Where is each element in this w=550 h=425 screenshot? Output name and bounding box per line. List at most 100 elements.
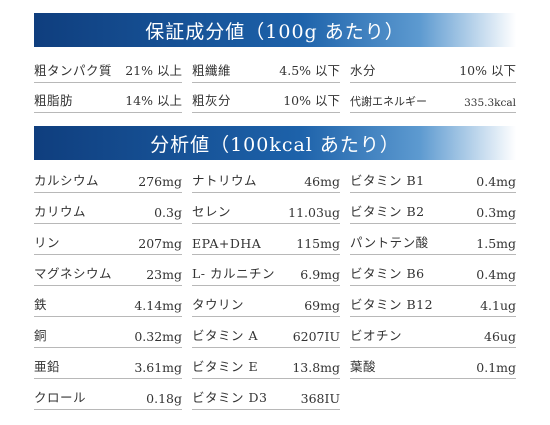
analysis-values-title: 分析値（100kcal あたり） — [150, 133, 400, 156]
nutrient-cell: 葉酸 0.1mg — [350, 354, 516, 379]
nutrient-value: 14% 以上 — [125, 93, 182, 108]
nutrient-cell: 粗脂肪 14% 以上 — [34, 87, 182, 113]
nutrient-label: リン — [34, 235, 61, 250]
nutrient-value: 23mg — [146, 267, 182, 282]
table-row: 鉄 4.14mg タウリン 69mg ビタミン B12 4.1ug — [34, 292, 516, 317]
table-row: 粗タンパク質 21% 以上 粗纖維 4.5% 以下 水分 10% 以下 — [34, 57, 516, 83]
nutrient-label: ビタミン B1 — [350, 173, 425, 188]
nutrient-value: 3.61mg — [134, 360, 182, 375]
nutrient-cell: セレン 11.03ug — [192, 199, 340, 224]
table-row: カリウム 0.3g セレン 11.03ug ビタミン B2 0.3mg — [34, 199, 516, 224]
nutrient-label: ビタミン B2 — [350, 204, 425, 219]
nutrient-cell: カリウム 0.3g — [34, 199, 182, 224]
nutrient-cell: L- カルニチン 6.9mg — [192, 261, 340, 286]
nutrient-value: 0.32mg — [134, 329, 182, 344]
nutrient-value: 335.3kcal — [464, 97, 516, 109]
nutrient-value: 0.18g — [146, 391, 182, 406]
nutrient-value: 69mg — [304, 298, 340, 313]
nutrient-cell: 粗纖維 4.5% 以下 — [192, 57, 340, 83]
nutrient-value: 6207IU — [292, 329, 340, 344]
guaranteed-analysis-table: 粗タンパク質 21% 以上 粗纖維 4.5% 以下 水分 10% 以下 粗脂肪 … — [34, 57, 516, 117]
nutrient-label: 亜鉛 — [34, 359, 61, 374]
nutrient-label: マグネシウム — [34, 266, 113, 281]
nutrient-value: 0.3g — [154, 205, 182, 220]
nutrient-label: タウリン — [192, 297, 245, 312]
nutrient-cell: ビタミン B1 0.4mg — [350, 168, 516, 193]
nutrient-cell: パントテン酸 1.5mg — [350, 230, 516, 255]
nutrient-value: 13.8mg — [292, 360, 340, 375]
nutrient-label: 粗灰分 — [192, 93, 232, 108]
nutrient-label: EPA+DHA — [192, 236, 262, 251]
nutrient-value: 10% 以下 — [283, 93, 340, 108]
guaranteed-analysis-title: 保証成分値（100g あたり） — [145, 20, 405, 43]
analysis-values-table: カルシウム 276mg ナトリウム 46mg ビタミン B1 0.4mg カリウム 0.… — [34, 168, 516, 410]
nutrient-cell: ビタミン A 6207IU — [192, 323, 340, 348]
nutrient-label: 鉄 — [34, 297, 48, 312]
nutrient-cell: 粗灰分 10% 以下 — [192, 87, 340, 113]
nutrient-value: 10% 以下 — [459, 63, 516, 78]
nutrient-label: 粗タンパク質 — [34, 63, 113, 78]
nutrient-label: カリウム — [34, 204, 87, 219]
nutrient-label: ビタミン B12 — [350, 297, 434, 312]
nutrient-value: 207mg — [138, 236, 182, 251]
nutrient-cell: クロール 0.18g — [34, 385, 182, 410]
nutrient-value: 0.4mg — [476, 174, 516, 189]
table-row: 粗脂肪 14% 以上 粗灰分 10% 以下 代謝エネルギー 335.3kcal — [34, 87, 516, 113]
nutrient-cell: カルシウム 276mg — [34, 168, 182, 193]
nutrient-value: 4.14mg — [134, 298, 182, 313]
table-row: マグネシウム 23mg L- カルニチン 6.9mg ビタミン B6 0.4mg — [34, 261, 516, 286]
nutrient-value: 115mg — [296, 236, 340, 251]
nutrient-value: 0.3mg — [476, 205, 516, 220]
nutrient-cell: ビタミン B6 0.4mg — [350, 261, 516, 286]
nutrient-cell: ビタミン B2 0.3mg — [350, 199, 516, 224]
nutrient-label: ビタミン D3 — [192, 390, 268, 405]
nutrient-value: 276mg — [138, 174, 182, 189]
nutrient-label: カルシウム — [34, 173, 100, 188]
nutrient-label: ビオチン — [350, 328, 403, 343]
nutrient-cell: リン 207mg — [34, 230, 182, 255]
nutrient-label: 葉酸 — [350, 359, 377, 374]
table-row: リン 207mg EPA+DHA 115mg パントテン酸 1.5mg — [34, 230, 516, 255]
nutrient-cell: タウリン 69mg — [192, 292, 340, 317]
nutrient-label: ナトリウム — [192, 173, 258, 188]
nutrient-cell: ビオチン 46ug — [350, 323, 516, 348]
nutrient-label: 粗纖維 — [192, 63, 232, 78]
nutrient-cell: 水分 10% 以下 — [350, 57, 516, 83]
table-row: 銅 0.32mg ビタミン A 6207IU ビオチン 46ug — [34, 323, 516, 348]
nutrient-label: パントテン酸 — [350, 235, 429, 250]
nutrient-cell: ナトリウム 46mg — [192, 168, 340, 193]
nutrient-label: 水分 — [350, 63, 377, 78]
nutrient-cell: マグネシウム 23mg — [34, 261, 182, 286]
table-row: カルシウム 276mg ナトリウム 46mg ビタミン B1 0.4mg — [34, 168, 516, 193]
nutrient-value: 368IU — [300, 391, 340, 406]
nutrient-value: 46mg — [304, 174, 340, 189]
nutrient-label: ビタミン E — [192, 359, 259, 374]
nutrient-value: 6.9mg — [300, 267, 340, 282]
nutrient-label: 銅 — [34, 328, 48, 343]
nutrient-label: クロール — [34, 390, 87, 405]
nutrient-label: 粗脂肪 — [34, 93, 74, 108]
nutrient-value: 11.03ug — [288, 205, 340, 220]
nutrient-label: ビタミン A — [192, 328, 259, 343]
nutrient-value: 1.5mg — [476, 236, 516, 251]
nutrient-cell: ビタミン B12 4.1ug — [350, 292, 516, 317]
nutrient-label: L- カルニチン — [192, 266, 275, 281]
nutrient-cell: 亜鉛 3.61mg — [34, 354, 182, 379]
nutrient-value: 4.5% 以下 — [279, 63, 340, 78]
nutrient-value: 4.1ug — [480, 298, 516, 313]
nutrient-label: 代謝エネルギー — [350, 95, 427, 108]
nutrient-value: 0.1mg — [476, 360, 516, 375]
nutrient-cell: ビタミン E 13.8mg — [192, 354, 340, 379]
analysis-values-banner: 分析値（100kcal あたり） — [34, 126, 516, 160]
nutrient-value: 0.4mg — [476, 267, 516, 282]
nutrient-cell: 粗タンパク質 21% 以上 — [34, 57, 182, 83]
nutrient-cell: ビタミン D3 368IU — [192, 385, 340, 410]
nutrient-value: 46ug — [484, 329, 516, 344]
nutrient-label: ビタミン B6 — [350, 266, 425, 281]
nutrient-cell: 代謝エネルギー 335.3kcal — [350, 87, 516, 113]
nutrient-value: 21% 以上 — [125, 63, 182, 78]
table-row: クロール 0.18g ビタミン D3 368IU — [34, 385, 516, 410]
table-row: 亜鉛 3.61mg ビタミン E 13.8mg 葉酸 0.1mg — [34, 354, 516, 379]
guaranteed-analysis-banner: 保証成分値（100g あたり） — [34, 13, 516, 47]
nutrient-cell: EPA+DHA 115mg — [192, 230, 340, 255]
